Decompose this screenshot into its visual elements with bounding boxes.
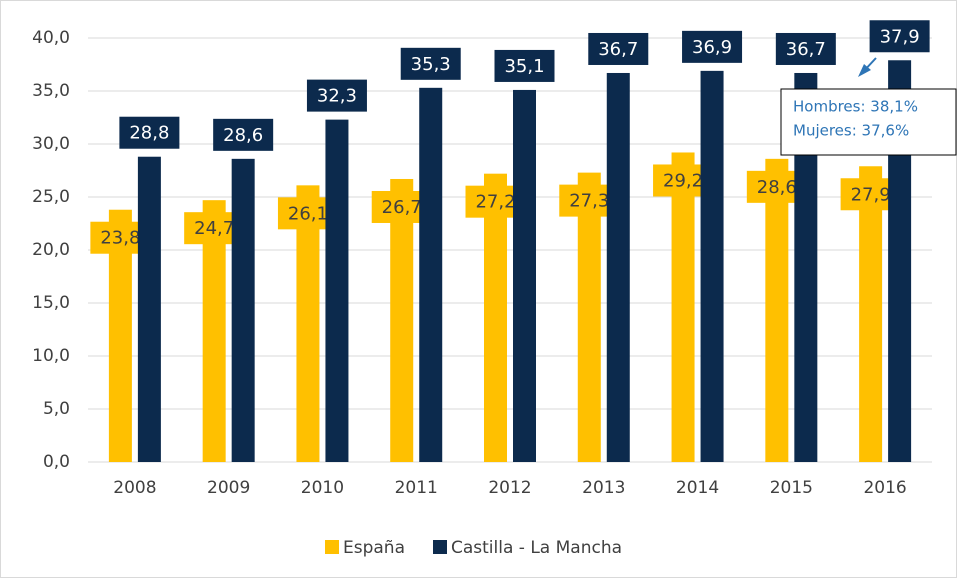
value-label: 27,9 xyxy=(851,184,891,205)
bar xyxy=(296,185,320,462)
y-tick-label: 40,0 xyxy=(32,28,70,48)
bar xyxy=(577,172,601,462)
annotation-text: Mujeres: 37,6% xyxy=(793,122,909,140)
bar xyxy=(419,87,443,462)
value-label: 37,9 xyxy=(880,26,920,47)
legend-swatch xyxy=(433,540,447,554)
x-tick-label: 2011 xyxy=(395,478,438,498)
x-tick-label: 2014 xyxy=(676,478,719,498)
value-label: 36,7 xyxy=(786,39,826,60)
value-label: 28,6 xyxy=(223,125,263,146)
y-tick-label: 25,0 xyxy=(32,187,70,207)
bar xyxy=(108,209,132,462)
annotation-text: Hombres: 38,1% xyxy=(793,98,918,116)
value-label-box xyxy=(588,32,649,65)
legend-label: España xyxy=(343,538,405,558)
y-tick-label: 30,0 xyxy=(32,134,70,154)
legend-label: Castilla - La Mancha xyxy=(451,538,622,558)
annotation-arrowhead xyxy=(858,64,871,77)
x-tick-label: 2012 xyxy=(488,478,531,498)
annotation-box xyxy=(780,88,957,156)
bar xyxy=(765,158,789,462)
bar xyxy=(513,89,536,462)
y-tick-label: 0,0 xyxy=(43,452,70,472)
value-label-box xyxy=(119,116,180,149)
bar xyxy=(202,200,226,462)
legend-swatch xyxy=(325,540,339,554)
bar xyxy=(671,152,695,463)
value-label: 35,3 xyxy=(411,54,451,75)
value-label: 26,7 xyxy=(382,197,422,218)
value-label: 36,9 xyxy=(692,37,732,58)
bar xyxy=(390,178,414,463)
y-tick-label: 5,0 xyxy=(43,399,70,419)
x-tick-label: 2015 xyxy=(770,478,813,498)
x-tick-label: 2016 xyxy=(863,478,906,498)
value-label: 27,3 xyxy=(569,191,609,212)
bar xyxy=(325,119,349,463)
value-label: 27,2 xyxy=(475,192,515,213)
value-label-box xyxy=(869,20,930,53)
bar xyxy=(606,72,630,462)
value-label: 35,1 xyxy=(504,56,544,77)
value-label: 28,8 xyxy=(129,123,169,144)
x-tick-label: 2010 xyxy=(301,478,344,498)
y-tick-label: 20,0 xyxy=(32,240,70,260)
bar xyxy=(231,158,255,462)
value-label: 23,8 xyxy=(100,228,140,249)
value-label-box xyxy=(682,30,743,63)
x-tick-label: 2013 xyxy=(582,478,625,498)
y-tick-label: 35,0 xyxy=(32,81,70,101)
bar xyxy=(859,166,883,462)
bar xyxy=(484,173,507,462)
value-label-box xyxy=(213,118,274,151)
bar xyxy=(700,70,724,463)
value-label: 29,2 xyxy=(663,170,703,191)
bar xyxy=(888,60,912,462)
bar xyxy=(137,156,161,462)
value-label-box xyxy=(400,47,461,80)
value-label-box xyxy=(306,79,367,112)
y-tick-label: 10,0 xyxy=(32,346,70,366)
value-label-box xyxy=(775,32,836,65)
x-tick-label: 2009 xyxy=(207,478,250,498)
value-label: 32,3 xyxy=(317,86,357,107)
value-label: 36,7 xyxy=(598,39,638,60)
value-label: 24,7 xyxy=(194,218,234,239)
value-label: 26,1 xyxy=(288,203,328,224)
y-tick-label: 15,0 xyxy=(32,293,70,313)
value-label-box xyxy=(494,49,555,82)
x-tick-label: 2008 xyxy=(113,478,156,498)
value-label: 28,6 xyxy=(757,177,797,198)
bar xyxy=(794,72,818,462)
